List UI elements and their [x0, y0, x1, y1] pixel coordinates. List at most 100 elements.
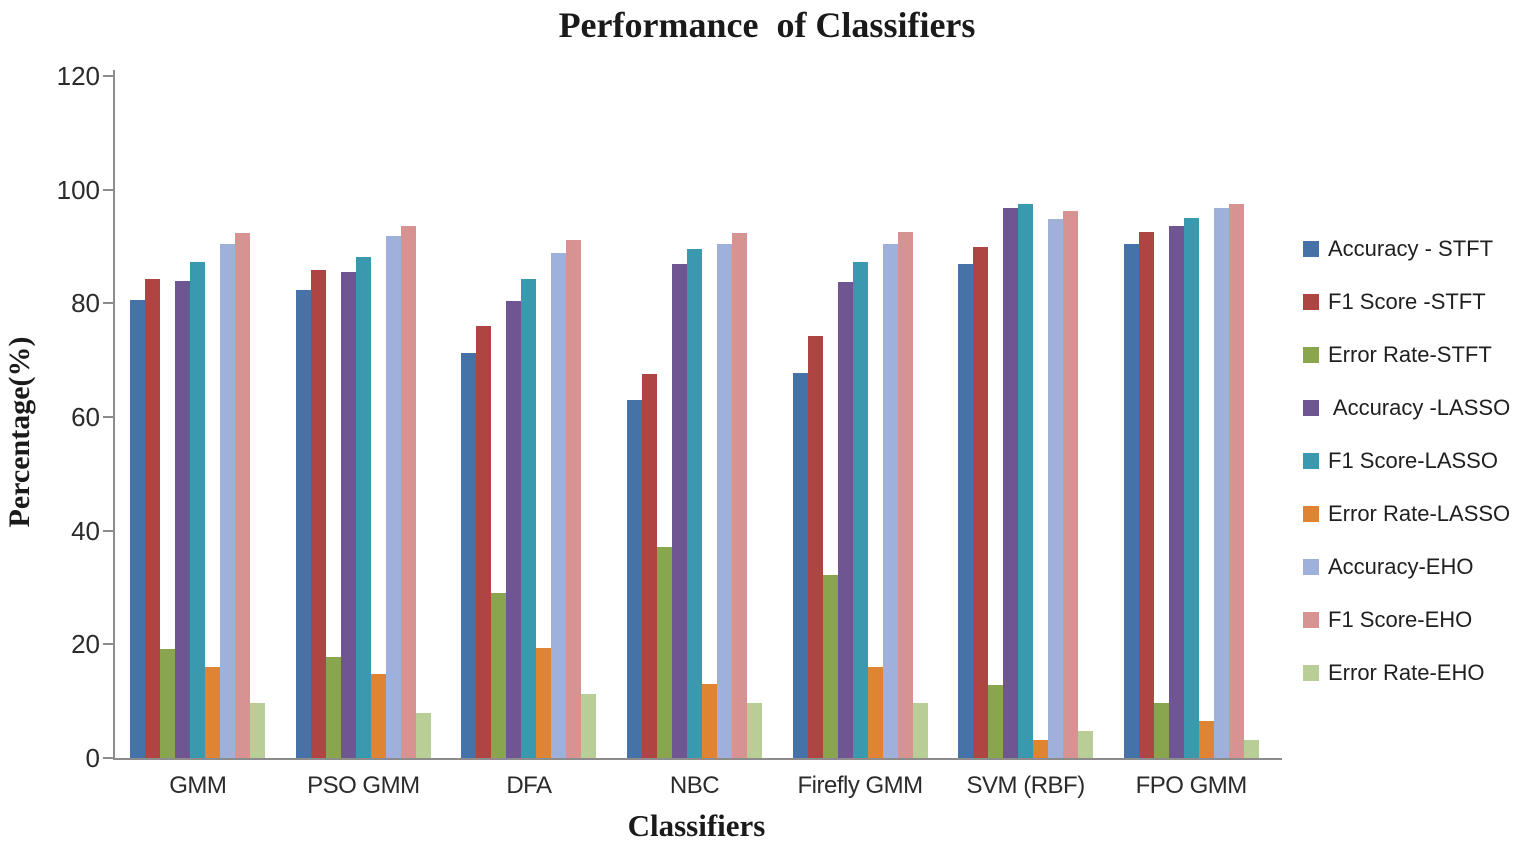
- legend-item-accuracy-stft: Accuracy - STFT: [1303, 236, 1493, 262]
- bar-error-rate-stft-dfa: [491, 593, 507, 758]
- y-tick-mark: [103, 643, 113, 646]
- bar-accuracy-lasso-svm-rbf: [1003, 208, 1019, 758]
- bar-f1-score-eho-gmm: [235, 233, 251, 758]
- legend-item-f1-score-lasso: F1 Score-LASSO: [1303, 448, 1498, 474]
- y-tick-mark: [103, 302, 113, 305]
- bar-accuracy-eho-firefly-gmm: [882, 244, 898, 758]
- x-category-label-svm-rbf: SVM (RBF): [966, 772, 1086, 799]
- y-tick-mark: [103, 529, 113, 532]
- x-category-label-dfa: DFA: [506, 772, 552, 799]
- legend-item-accuracy-eho: Accuracy-EHO: [1303, 554, 1473, 580]
- y-tick-label: 20: [71, 629, 100, 660]
- bar-error-rate-eho-svm-rbf: [1078, 730, 1094, 758]
- x-category-label-firefly-gmm: Firefly GMM: [797, 772, 923, 799]
- bar-accuracy-lasso-fpo-gmm: [1168, 226, 1184, 758]
- bar-error-rate-eho-nbc: [747, 702, 762, 758]
- legend-label: Error Rate-LASSO: [1328, 501, 1511, 526]
- bar-f1-score-lasso-nbc: [687, 248, 702, 758]
- bar-f1-score-stft-gmm: [145, 278, 161, 758]
- bar-f1-score-stft-fpo-gmm: [1138, 231, 1154, 758]
- bar-error-rate-lasso-fpo-gmm: [1198, 721, 1214, 758]
- legend-label: Accuracy -LASSO: [1328, 395, 1511, 420]
- legend-swatch-icon: [1303, 400, 1319, 416]
- bar-error-rate-eho-firefly-gmm: [912, 702, 928, 758]
- y-tick-label: 40: [71, 515, 100, 546]
- bar-error-rate-lasso-svm-rbf: [1033, 739, 1049, 758]
- legend-swatch-icon: [1303, 241, 1319, 257]
- y-tick-mark: [103, 188, 113, 191]
- bar-accuracy-eho-pso-gmm: [385, 236, 401, 758]
- legend-swatch-icon: [1303, 294, 1319, 310]
- bar-f1-score-lasso-dfa: [521, 279, 537, 758]
- bar-accuracy-lasso-dfa: [506, 300, 522, 758]
- legend-item-error-rate-lasso: Error Rate-LASSO: [1303, 501, 1510, 527]
- bar-error-rate-stft-fpo-gmm: [1153, 702, 1169, 758]
- legend-label: Error Rate-EHO: [1328, 660, 1485, 685]
- bar-error-rate-eho-gmm: [250, 702, 266, 758]
- bar-accuracy-lasso-pso-gmm: [340, 272, 356, 758]
- bar-f1-score-lasso-pso-gmm: [355, 256, 371, 758]
- bar-accuracy-lasso-gmm: [175, 281, 191, 758]
- legend-item-f1-score-stft: F1 Score -STFT: [1303, 289, 1486, 315]
- bar-f1-score-eho-pso-gmm: [400, 226, 416, 758]
- bar-error-rate-stft-firefly-gmm: [822, 575, 838, 758]
- y-tick-label: 100: [56, 174, 100, 205]
- bar-accuracy-eho-svm-rbf: [1048, 218, 1064, 758]
- legend-swatch-icon: [1303, 506, 1319, 522]
- bar-error-rate-lasso-pso-gmm: [370, 674, 386, 758]
- legend-label: Error Rate-STFT: [1328, 342, 1492, 367]
- y-tick-label: 0: [85, 743, 100, 773]
- legend-swatch-icon: [1303, 453, 1319, 469]
- bar-error-rate-eho-dfa: [581, 694, 597, 758]
- x-category-label-gmm: GMM: [169, 772, 227, 799]
- bar-f1-score-eho-nbc: [732, 233, 747, 758]
- legend-item-f1-score-eho: F1 Score-EHO: [1303, 607, 1472, 633]
- bar-error-rate-eho-pso-gmm: [415, 712, 431, 758]
- legend-label: Accuracy - STFT: [1328, 236, 1494, 261]
- bar-accuracy-eho-fpo-gmm: [1213, 207, 1229, 758]
- bar-f1-score-eho-fpo-gmm: [1228, 203, 1244, 758]
- y-tick-label: 60: [71, 402, 100, 432]
- bar-error-rate-lasso-firefly-gmm: [867, 666, 883, 758]
- legend-swatch-icon: [1303, 612, 1319, 628]
- bar-accuracy-stft-svm-rbf: [958, 263, 974, 758]
- bar-accuracy-lasso-nbc: [672, 264, 687, 758]
- bar-f1-score-stft-firefly-gmm: [807, 336, 823, 758]
- legend-swatch-icon: [1303, 347, 1319, 363]
- bar-f1-score-lasso-svm-rbf: [1018, 204, 1034, 758]
- bar-error-rate-lasso-gmm: [205, 666, 221, 758]
- bar-f1-score-lasso-fpo-gmm: [1183, 218, 1199, 758]
- x-category-label-fpo-gmm: FPO GMM: [1135, 772, 1248, 799]
- bar-f1-score-lasso-firefly-gmm: [852, 262, 868, 758]
- bar-accuracy-stft-dfa: [461, 353, 477, 758]
- bar-f1-score-lasso-gmm: [190, 262, 206, 758]
- bar-error-rate-eho-fpo-gmm: [1243, 740, 1259, 758]
- legend-label: F1 Score-LASSO: [1328, 448, 1498, 473]
- legend-item-accuracy-lasso: Accuracy -LASSO: [1303, 395, 1510, 421]
- legend-label: Accuracy-EHO: [1328, 554, 1474, 579]
- y-tick-label: 120: [56, 61, 100, 91]
- bar-f1-score-stft-svm-rbf: [973, 246, 989, 758]
- bar-error-rate-lasso-dfa: [536, 648, 552, 758]
- plot-area: [103, 70, 1282, 760]
- bar-f1-score-stft-nbc: [642, 373, 657, 758]
- legend-label: F1 Score-EHO: [1328, 607, 1473, 632]
- legend-label: F1 Score -STFT: [1328, 289, 1486, 314]
- x-axis-title: Classifiers: [627, 808, 766, 843]
- bar-f1-score-eho-dfa: [566, 240, 582, 758]
- y-tick-mark: [103, 757, 113, 759]
- y-tick-mark: [103, 416, 113, 418]
- chart-title: Performance of Classifiers: [558, 5, 976, 45]
- legend-swatch-icon: [1303, 665, 1319, 681]
- bar-f1-score-eho-svm-rbf: [1063, 211, 1079, 758]
- bar-accuracy-stft-fpo-gmm: [1123, 243, 1139, 758]
- y-axis-title: Percentage(%): [3, 336, 36, 528]
- y-tick-label: 80: [71, 288, 100, 319]
- bar-accuracy-stft-nbc: [627, 399, 642, 758]
- bar-error-rate-stft-pso-gmm: [325, 656, 341, 758]
- bar-error-rate-stft-svm-rbf: [988, 684, 1004, 758]
- legend: Accuracy - STFT F1 Score -STFT Error Rate-…: [1303, 236, 1534, 706]
- bar-error-rate-stft-gmm: [160, 648, 176, 758]
- legend-swatch-icon: [1303, 559, 1319, 575]
